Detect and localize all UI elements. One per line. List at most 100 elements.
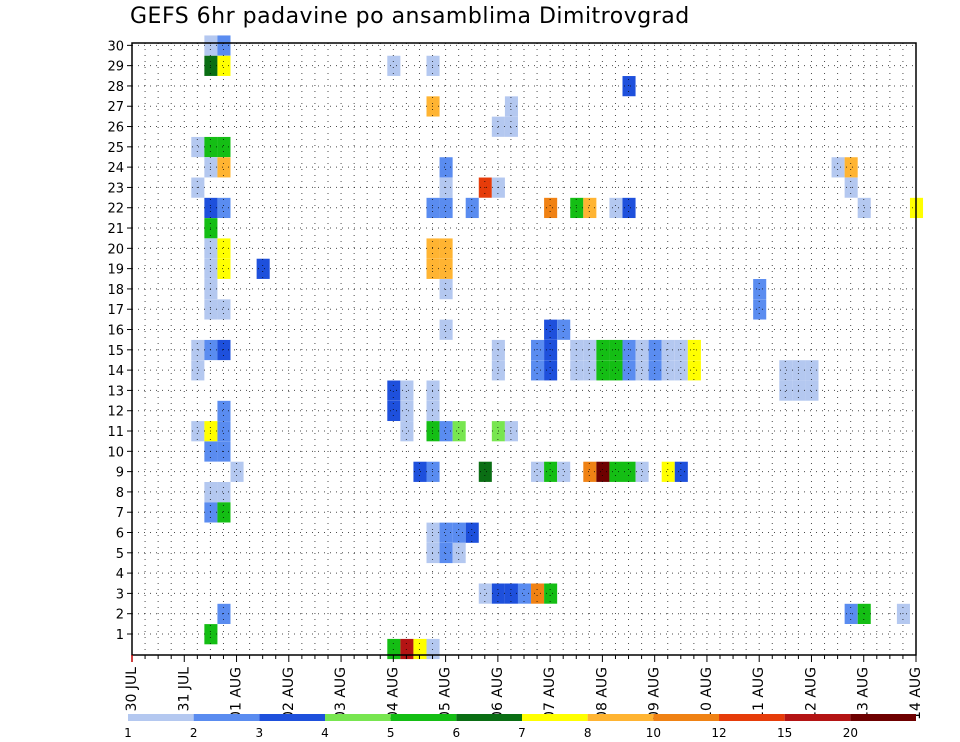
heatmap-cell bbox=[439, 421, 453, 442]
heatmap-cell bbox=[622, 76, 636, 97]
x-tick-label: 08 AUG bbox=[594, 667, 610, 720]
heatmap-cell bbox=[831, 157, 845, 178]
heatmap-cell bbox=[504, 421, 518, 442]
legend-swatch bbox=[522, 714, 588, 721]
heatmap-cell bbox=[217, 157, 231, 178]
heatmap-cell bbox=[687, 360, 701, 381]
heatmap-cell bbox=[674, 360, 688, 381]
x-tick-label: 11 AUG bbox=[751, 667, 767, 720]
legend-swatch bbox=[850, 714, 916, 721]
heatmap-cell bbox=[439, 522, 453, 543]
heatmap-cell bbox=[596, 360, 610, 381]
y-tick-label: 7 bbox=[116, 506, 124, 521]
x-tick-label: 09 AUG bbox=[647, 667, 663, 720]
heatmap-cell bbox=[596, 461, 610, 482]
heatmap-cell bbox=[544, 319, 558, 340]
heatmap-cell bbox=[609, 197, 623, 219]
legend-swatch bbox=[259, 714, 325, 721]
y-tick-label: 20 bbox=[107, 242, 124, 257]
y-tick-label: 26 bbox=[107, 121, 124, 136]
heatmap-cell bbox=[400, 400, 414, 422]
legend-label: 12 bbox=[711, 726, 726, 740]
legend-label: 5 bbox=[387, 726, 395, 740]
heatmap-cell bbox=[191, 136, 205, 158]
y-tick-label: 3 bbox=[116, 587, 124, 602]
x-tick-label: 07 AUG bbox=[542, 667, 558, 720]
heatmap-cell bbox=[805, 360, 819, 381]
x-tick-label: 03 AUG bbox=[333, 667, 349, 720]
y-tick-label: 25 bbox=[107, 141, 124, 156]
heatmap-cell bbox=[191, 360, 205, 381]
heatmap-cell bbox=[622, 360, 636, 381]
heatmap-cell bbox=[544, 339, 558, 361]
heatmap-cell bbox=[544, 461, 558, 482]
heatmap-cell bbox=[191, 177, 205, 198]
heatmap-cell bbox=[687, 339, 701, 361]
heatmap-cell bbox=[609, 461, 623, 482]
heatmap-cell bbox=[439, 157, 453, 178]
heatmap-cell bbox=[779, 360, 793, 381]
y-tick-label: 16 bbox=[107, 324, 124, 339]
heatmap-cell bbox=[439, 258, 453, 279]
heatmap-cell bbox=[531, 461, 545, 482]
legend-label: 3 bbox=[256, 726, 264, 740]
heatmap-cell bbox=[217, 258, 231, 279]
heatmap-cell bbox=[217, 482, 231, 503]
heatmap-cell bbox=[217, 136, 231, 158]
heatmap-cell bbox=[531, 583, 545, 604]
heatmap-cell bbox=[426, 421, 440, 442]
heatmap-cell bbox=[805, 380, 819, 401]
y-tick-label: 17 bbox=[107, 303, 124, 318]
heatmap-cell bbox=[426, 522, 440, 543]
heatmap-cell bbox=[191, 421, 205, 442]
heatmap-cell bbox=[217, 441, 231, 462]
heatmap-cell bbox=[217, 339, 231, 361]
heatmap-cell bbox=[452, 421, 466, 442]
heatmap-cell bbox=[609, 360, 623, 381]
y-tick-label: 24 bbox=[107, 161, 124, 176]
y-tick-label: 29 bbox=[107, 60, 124, 75]
heatmap-cell bbox=[217, 238, 231, 259]
y-tick-label: 1 bbox=[116, 628, 124, 643]
heatmap-cell bbox=[426, 197, 440, 219]
heatmap-cell bbox=[439, 542, 453, 564]
y-tick-label: 19 bbox=[107, 263, 124, 278]
heatmap-cell bbox=[426, 96, 440, 117]
heatmap-cell bbox=[217, 421, 231, 442]
y-tick-label: 11 bbox=[107, 425, 124, 440]
y-tick-label: 9 bbox=[116, 466, 124, 481]
heatmap-cell bbox=[256, 258, 270, 279]
heatmap-cell bbox=[439, 177, 453, 198]
heatmap-cell bbox=[217, 299, 231, 320]
y-tick-label: 6 bbox=[116, 527, 124, 542]
heatmap-cell bbox=[387, 380, 401, 401]
heatmap-cell bbox=[217, 197, 231, 219]
heatmap-cell bbox=[544, 360, 558, 381]
heatmap-cell bbox=[557, 319, 571, 340]
y-tick-label: 8 bbox=[116, 486, 124, 501]
y-tick-label: 5 bbox=[116, 547, 124, 562]
heatmap-cell bbox=[426, 238, 440, 259]
legend-swatch bbox=[653, 714, 719, 721]
heatmap-cell bbox=[648, 360, 662, 381]
x-tick-label: 01 AUG bbox=[229, 667, 245, 720]
heatmap-cell bbox=[217, 55, 231, 76]
heatmap-cell bbox=[217, 502, 231, 523]
heatmap-cell bbox=[661, 339, 675, 361]
legend-swatch bbox=[719, 714, 785, 721]
heatmap-cell bbox=[583, 360, 597, 381]
heatmap-cell bbox=[478, 461, 492, 482]
heatmap-cell bbox=[387, 55, 401, 76]
heatmap-cell bbox=[465, 522, 479, 543]
heatmap-cell bbox=[583, 339, 597, 361]
heatmap-cell bbox=[622, 197, 636, 219]
heatmap-cell bbox=[661, 360, 675, 381]
x-tick-label: 02 AUG bbox=[281, 667, 297, 720]
y-tick-label: 23 bbox=[107, 181, 124, 196]
heatmap-cell bbox=[400, 421, 414, 442]
legend-swatch bbox=[587, 714, 654, 721]
legend-label: 1 bbox=[124, 726, 132, 740]
legend-label: 4 bbox=[321, 726, 329, 740]
x-tick-label: 05 AUG bbox=[438, 667, 454, 720]
